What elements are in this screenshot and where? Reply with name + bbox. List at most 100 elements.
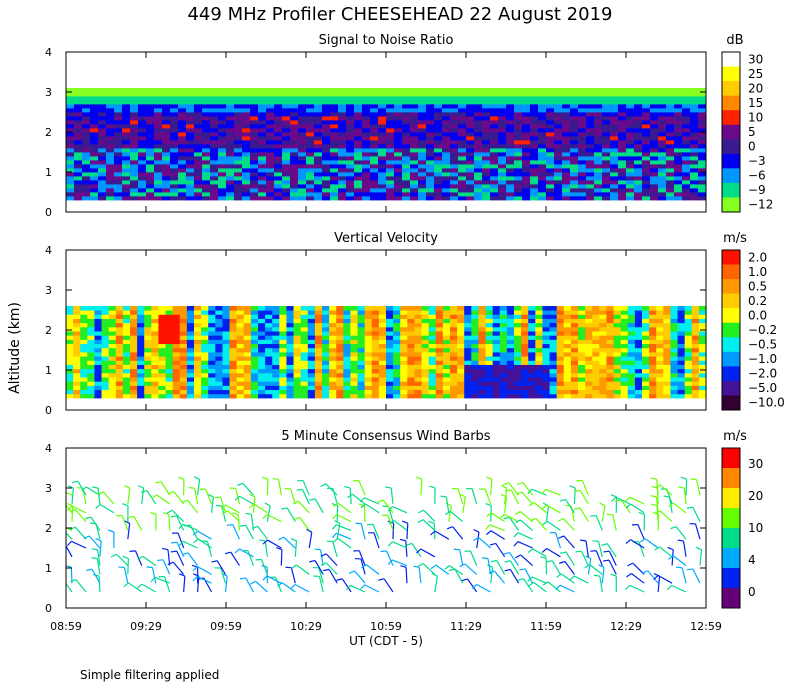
velocity-cell	[492, 381, 501, 386]
velocity-cell	[620, 393, 629, 399]
velocity-cell	[556, 364, 565, 370]
snr-cell	[122, 136, 131, 141]
velocity-cell	[137, 368, 145, 374]
snr-cell	[578, 88, 587, 93]
velocity-cell	[421, 339, 430, 345]
snr-cell	[426, 132, 435, 137]
velocity-cell	[194, 347, 202, 353]
snr-cell	[242, 152, 251, 157]
velocity-cell	[250, 331, 259, 336]
snr-cell	[674, 184, 683, 189]
velocity-cell	[556, 360, 565, 365]
velocity-cell	[485, 393, 494, 399]
snr-cell	[522, 116, 531, 121]
snr-cell	[194, 164, 203, 169]
snr-cell	[490, 132, 499, 137]
velocity-cell	[656, 381, 664, 386]
snr-cell	[458, 176, 467, 181]
snr-cell	[66, 100, 75, 105]
snr-cell	[250, 184, 259, 189]
snr-cell	[74, 88, 83, 93]
velocity-cell	[236, 360, 245, 365]
snr-cell	[666, 96, 675, 101]
snr-cell	[234, 108, 243, 113]
wind-barb	[166, 509, 185, 523]
snr-cell	[298, 188, 307, 193]
velocity-cell	[506, 310, 515, 315]
velocity-cell	[329, 318, 337, 324]
velocity-cell	[499, 343, 508, 349]
velocity-cell	[634, 314, 643, 319]
snr-cell	[218, 132, 227, 137]
snr-cell	[594, 92, 603, 97]
snr-cell	[226, 140, 235, 145]
velocity-cell	[66, 343, 74, 349]
snr-cell	[114, 196, 123, 201]
snr-cell	[266, 184, 275, 189]
velocity-cell	[137, 360, 145, 365]
snr-cell	[658, 196, 667, 201]
snr-cell	[98, 120, 107, 125]
snr-cell	[370, 184, 379, 189]
velocity-cell	[499, 310, 508, 315]
velocity-cell	[343, 306, 351, 311]
velocity-cell	[357, 322, 366, 328]
wind-barb	[179, 573, 186, 593]
snr-cell	[274, 164, 283, 169]
snr-cell	[90, 92, 99, 97]
snr-cell	[514, 156, 523, 161]
velocity-cell	[229, 389, 238, 395]
velocity-cell	[563, 368, 572, 374]
snr-cell	[186, 128, 195, 133]
velocity-cell	[698, 343, 706, 349]
velocity-cell	[492, 368, 501, 374]
snr-cell	[178, 116, 187, 121]
snr-cell	[362, 116, 371, 121]
velocity-cell	[236, 364, 245, 370]
velocity-cell	[549, 306, 558, 311]
snr-cell	[514, 172, 523, 177]
snr-cell	[586, 184, 595, 189]
velocity-cell	[485, 377, 494, 382]
snr-cell	[202, 152, 211, 157]
snr-cell	[498, 116, 507, 121]
velocity-cell	[307, 393, 316, 399]
velocity-cell	[130, 364, 138, 370]
snr-cell	[538, 184, 547, 189]
snr-cell	[306, 172, 315, 177]
snr-cell	[514, 196, 523, 201]
snr-cell	[482, 152, 491, 157]
snr-cell	[538, 124, 547, 129]
snr-cell	[674, 116, 683, 121]
snr-cell	[618, 88, 627, 93]
velocity-cell	[592, 360, 600, 365]
snr-cell	[226, 180, 235, 185]
velocity-cell	[499, 318, 508, 324]
velocity-cell	[393, 343, 401, 349]
snr-cell	[378, 140, 387, 145]
snr-cell	[538, 156, 547, 161]
velocity-cell	[151, 368, 159, 374]
velocity-cell	[272, 372, 280, 378]
velocity-cell	[172, 335, 181, 340]
snr-cell	[402, 192, 411, 197]
velocity-cell	[357, 310, 366, 315]
velocity-cell	[393, 335, 401, 340]
velocity-cell	[578, 347, 586, 353]
snr-cell	[674, 196, 683, 201]
wind-barb	[331, 524, 352, 531]
velocity-cell	[201, 352, 209, 357]
velocity-cell	[279, 352, 287, 357]
velocity-cell	[293, 314, 302, 319]
snr-cell	[442, 100, 451, 105]
wind-barb	[155, 481, 171, 496]
snr-cell	[106, 92, 115, 97]
snr-cell	[642, 88, 651, 93]
snr-cell	[682, 160, 691, 165]
velocity-cell	[521, 368, 529, 374]
velocity-cell	[357, 389, 366, 395]
velocity-cell	[215, 339, 223, 345]
snr-cell	[258, 180, 267, 185]
velocity-cell	[87, 335, 95, 340]
snr-cell	[410, 152, 419, 157]
